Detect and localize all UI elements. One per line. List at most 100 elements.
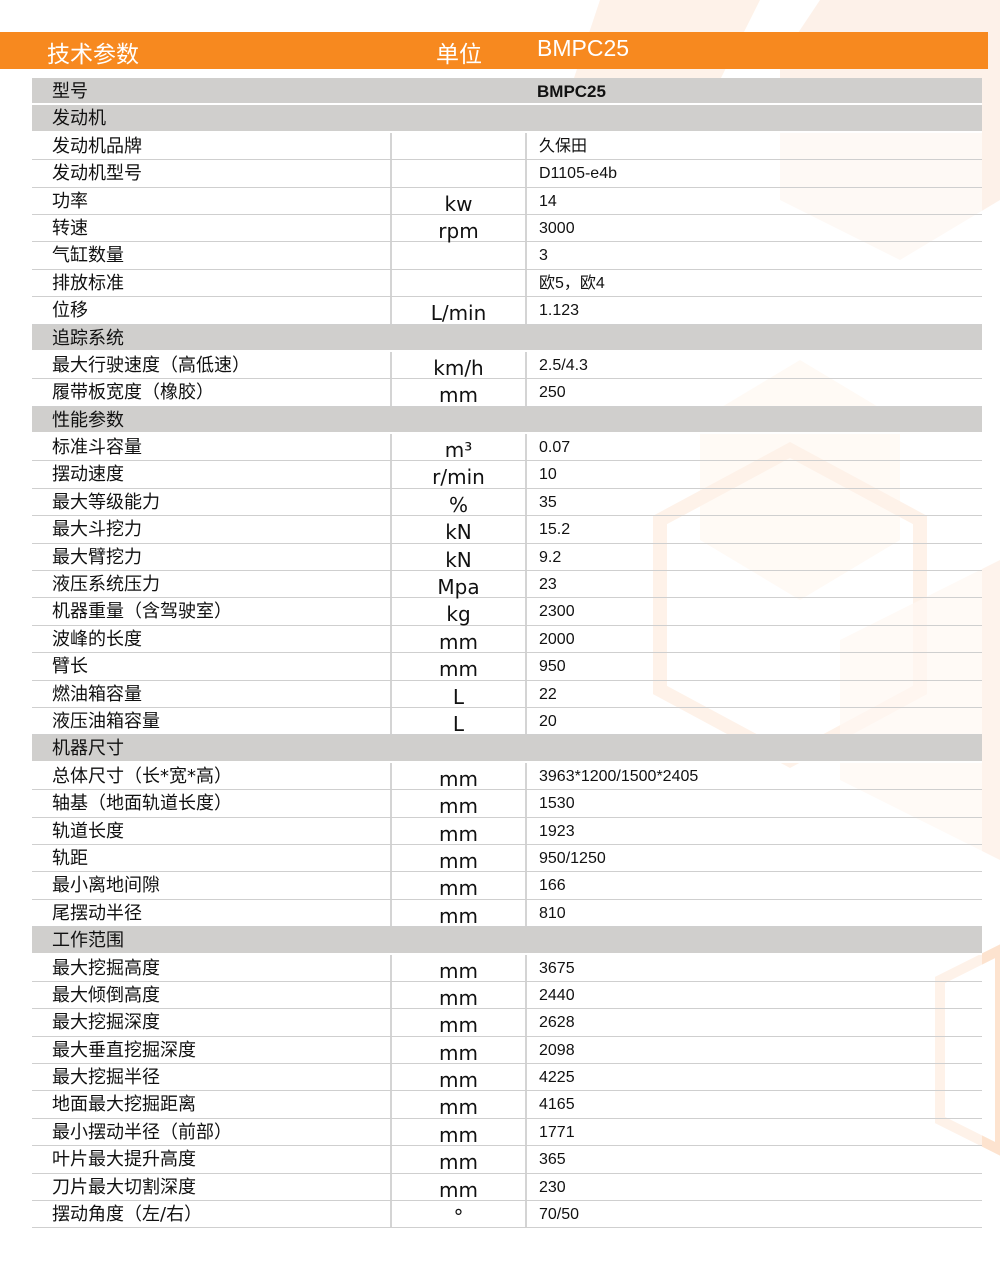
param-label: 转速 <box>32 214 392 242</box>
param-unit: m³ <box>392 434 527 462</box>
header-unit: 单位 <box>436 42 482 68</box>
param-unit: mm <box>392 653 527 681</box>
param-value: 166 <box>539 877 566 895</box>
table-row: 机器重量（含驾驶室） kg 2300 <box>32 598 982 626</box>
table-row: 刀片最大切割深度 mm 230 <box>32 1173 982 1202</box>
param-value: 810 <box>539 904 566 922</box>
param-label: 履带板宽度（橡胶） <box>32 379 392 406</box>
table-row: 摆动角度（左/右） ° 70/50 <box>32 1201 982 1229</box>
param-label: 摆动速度 <box>32 461 392 488</box>
model-label: 型号 <box>52 81 88 102</box>
param-label: 刀片最大切割深度 <box>32 1173 392 1201</box>
param-unit: mm <box>392 379 527 407</box>
param-value: 2628 <box>539 1014 575 1032</box>
table-row: 波峰的长度 mm 2000 <box>32 625 982 654</box>
table-row: 最大行驶速度（高低速） km/h 2.5/4.3 <box>32 351 982 380</box>
table-row: 履带板宽度（橡胶） mm 250 <box>32 379 982 407</box>
param-label: 液压油箱容量 <box>32 707 392 735</box>
param-label: 标准斗容量 <box>32 434 392 461</box>
param-unit: rpm <box>392 214 527 243</box>
section-header: 发动机 <box>32 105 982 133</box>
param-label: 最大臂挖力 <box>32 543 392 571</box>
param-label: 机器重量（含驾驶室） <box>32 598 392 625</box>
table-row: 最大挖掘深度 mm 2628 <box>32 1009 982 1037</box>
param-label: 位移 <box>32 297 392 324</box>
table-row: 功率 kw 14 <box>32 187 982 216</box>
param-value: 14 <box>539 192 557 210</box>
param-label: 最小摆动半径（前部） <box>32 1118 392 1146</box>
param-unit <box>392 269 527 297</box>
param-unit: mm <box>392 899 527 928</box>
param-label: 功率 <box>32 187 392 214</box>
table-row: 总体尺寸（长*宽*高） mm 3963*1200/1500*2405 <box>32 762 982 791</box>
param-value: 35 <box>539 493 557 511</box>
param-label: 总体尺寸（长*宽*高） <box>32 762 392 790</box>
param-label: 燃油箱容量 <box>32 680 392 707</box>
param-value: 365 <box>539 1151 566 1169</box>
param-value: 15.2 <box>539 521 571 539</box>
param-unit: km/h <box>392 351 527 380</box>
section-title: 机器尺寸 <box>52 738 124 760</box>
param-label: 最大斗挖力 <box>32 516 392 543</box>
table-row: 轨距 mm 950/1250 <box>32 844 982 873</box>
param-label: 最大行驶速度（高低速） <box>32 351 392 379</box>
param-value: 2440 <box>539 986 575 1004</box>
header-param: 技术参数 <box>47 42 139 68</box>
param-unit: mm <box>392 872 527 900</box>
table-row: 发动机型号 D1105-e4b <box>32 160 982 188</box>
param-value: 70/50 <box>539 1206 580 1224</box>
param-label: 最小离地间隙 <box>32 872 392 899</box>
param-unit: kg <box>392 598 527 626</box>
param-label: 最大垂直挖掘深度 <box>32 1036 392 1064</box>
param-unit: mm <box>392 817 527 846</box>
param-value: 久保田 <box>539 137 588 155</box>
header-model: BMPC25 <box>537 35 630 61</box>
param-unit: mm <box>392 625 527 654</box>
param-label: 尾摆动半径 <box>32 899 392 927</box>
table-row: 发动机品牌 久保田 <box>32 132 982 161</box>
param-unit: mm <box>392 1146 527 1174</box>
param-unit: mm <box>392 981 527 1010</box>
param-label: 最大挖掘深度 <box>32 1009 392 1036</box>
param-label: 液压系统压力 <box>32 571 392 598</box>
section-header: 性能参数 <box>32 406 982 435</box>
param-value: 1771 <box>539 1123 575 1141</box>
param-label: 轨距 <box>32 844 392 872</box>
param-value: 2.5/4.3 <box>539 356 588 374</box>
param-unit: ° <box>392 1201 527 1229</box>
param-value: 10 <box>539 466 557 484</box>
table-row: 轴基（地面轨道长度） mm 1530 <box>32 790 982 818</box>
table-row: 最大垂直挖掘深度 mm 2098 <box>32 1036 982 1065</box>
table-row: 最大倾倒高度 mm 2440 <box>32 981 982 1010</box>
param-label: 最大挖掘半径 <box>32 1064 392 1091</box>
param-unit: kN <box>392 516 527 544</box>
param-label: 摆动角度（左/右） <box>32 1201 392 1228</box>
param-unit <box>392 132 527 160</box>
param-value: 3675 <box>539 959 575 977</box>
section-header: 机器尺寸 <box>32 735 982 763</box>
param-value: 20 <box>539 712 557 730</box>
param-value: 0.07 <box>539 439 571 457</box>
section-title: 性能参数 <box>52 409 124 431</box>
section-title: 发动机 <box>52 108 106 130</box>
param-value: 2000 <box>539 630 575 648</box>
table-row: 轨道长度 mm 1923 <box>32 817 982 846</box>
param-unit: kN <box>392 543 527 572</box>
param-label: 发动机型号 <box>32 160 392 187</box>
param-unit: mm <box>392 1118 527 1147</box>
param-value: 3000 <box>539 219 575 237</box>
table-row: 液压系统压力 Mpa 23 <box>32 571 982 599</box>
section-header: 工作范围 <box>32 927 982 955</box>
param-value: 4165 <box>539 1096 575 1114</box>
param-value: 950 <box>539 658 566 676</box>
param-value: 950/1250 <box>539 849 606 867</box>
param-value: 3963*1200/1500*2405 <box>539 767 699 785</box>
table-row: 最大臂挖力 kN 9.2 <box>32 543 982 572</box>
param-unit: mm <box>392 1173 527 1202</box>
table-row: 臂长 mm 950 <box>32 653 982 681</box>
param-label: 气缸数量 <box>32 242 392 269</box>
param-label: 最大挖掘高度 <box>32 954 392 981</box>
table-row: 叶片最大提升高度 mm 365 <box>32 1146 982 1174</box>
param-unit: mm <box>392 844 527 873</box>
section-title: 追踪系统 <box>52 327 124 349</box>
